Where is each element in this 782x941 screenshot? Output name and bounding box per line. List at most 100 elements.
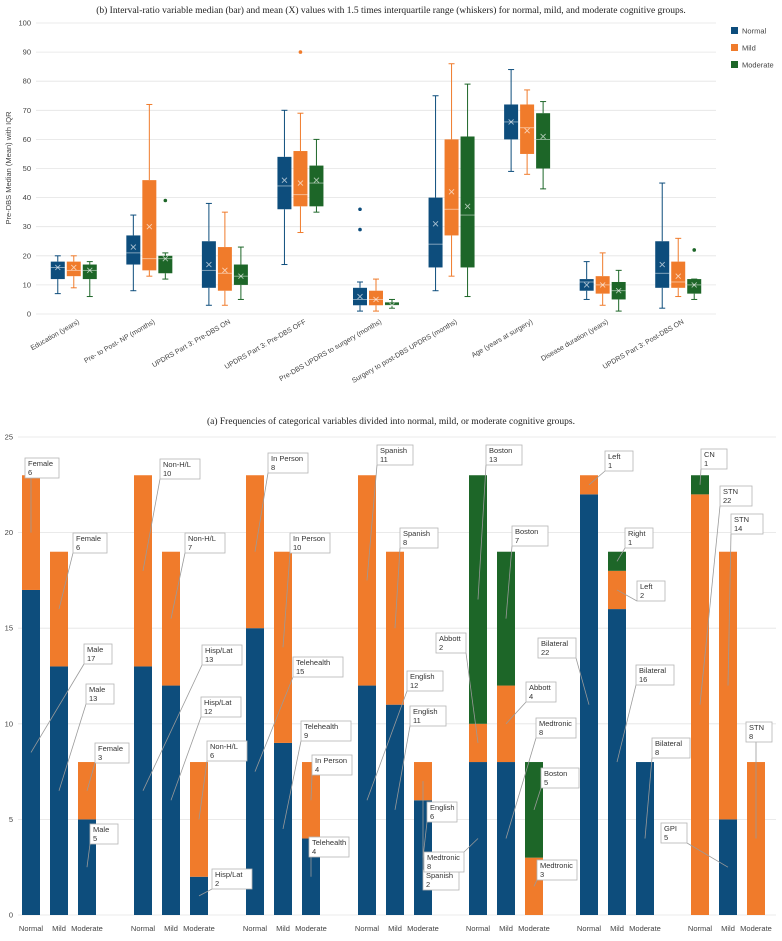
callout-label: English	[413, 707, 438, 716]
callout-value: 1	[704, 459, 708, 468]
box-plot-y-tick-label: 20	[23, 251, 31, 260]
outlier-point	[298, 50, 303, 54]
callout-leader-line	[254, 676, 294, 772]
callout-box	[700, 448, 728, 470]
callout-box	[660, 822, 688, 844]
bar-category-label: Normal	[577, 924, 602, 933]
callout-leader-line	[394, 547, 401, 629]
box-normal	[126, 214, 141, 292]
callout-value: 5	[664, 833, 668, 842]
callout-label: Male	[93, 825, 109, 834]
callout-value: 8	[749, 732, 753, 741]
stacked-bar-chart: (a) Frequencies of categorical variables…	[5, 416, 776, 933]
box-plot-y-tick-label: 0	[27, 310, 31, 319]
callout-value: 10	[163, 469, 171, 478]
mean-marker	[659, 261, 666, 268]
mean-marker	[691, 282, 698, 288]
iqr-box	[50, 261, 65, 280]
callout-box	[200, 696, 242, 718]
iqr-box	[385, 302, 399, 306]
box-plot-y-tick-label: 100	[18, 19, 31, 28]
callout-value: 6	[210, 751, 214, 760]
callout-leader-line	[616, 684, 637, 763]
legend-label-mild: Mild	[742, 44, 756, 53]
callout-box	[604, 450, 634, 472]
box-moderate	[158, 198, 173, 280]
callout-value: 13	[489, 455, 497, 464]
bar-category-label: Moderate	[629, 924, 661, 933]
callout-label: Boston	[544, 769, 567, 778]
callout-label: Boston	[489, 446, 512, 455]
bar-chart-y-tick-label: 15	[5, 624, 13, 633]
iqr-box	[142, 180, 157, 271]
callout-leader-line	[644, 757, 653, 839]
callout-box	[399, 527, 439, 549]
callout-value: 8	[655, 748, 659, 757]
bar-segment-in-person	[302, 762, 320, 839]
callout-leader-line	[699, 505, 721, 705]
iqr-box	[428, 197, 443, 268]
callout-leader-line	[505, 701, 527, 725]
callout-leader-line	[170, 552, 186, 619]
callout-leader-line	[366, 690, 408, 801]
bar-segment-hisp-lat	[162, 685, 180, 915]
callout-value: 2	[439, 643, 443, 652]
mean-marker	[146, 223, 153, 230]
callout-leader-line	[30, 663, 85, 753]
mean-marker	[130, 244, 137, 250]
box-moderate	[309, 138, 324, 213]
callout-label: Telehealth	[296, 658, 330, 667]
bar-category-label: Mild	[610, 924, 624, 933]
callout-label: Abbott	[529, 683, 552, 692]
box-plot-y-tick-label: 90	[23, 48, 31, 57]
callout-label: STN	[723, 487, 738, 496]
callout-box	[201, 644, 243, 666]
mean-marker	[357, 293, 363, 300]
callout-label: Male	[87, 645, 103, 654]
callout-label: Spanish	[380, 446, 407, 455]
callout-value: 6	[430, 812, 434, 821]
bar-category-label: Normal	[131, 924, 156, 933]
callout-label: English	[430, 803, 455, 812]
callout-leader-line	[727, 533, 732, 686]
callout-leader-line	[463, 838, 479, 853]
callout-label: STN	[734, 515, 749, 524]
mean-marker	[615, 287, 622, 294]
callout-value: 4	[529, 692, 533, 701]
mean-marker	[238, 273, 244, 279]
callout-label: Non-H/L	[163, 460, 191, 469]
callout-box	[159, 458, 201, 480]
iqr-box	[536, 113, 551, 169]
box-plot-category-label: UPDRS Part 3: Pre-DBS ON	[151, 319, 232, 370]
outlier-point	[358, 227, 362, 232]
callout-box	[376, 444, 414, 466]
callout-label: Telehealth	[312, 838, 346, 847]
box-plot-category-label: Disease duration (years)	[540, 319, 610, 363]
bar-category-label: Moderate	[407, 924, 439, 933]
callout-leader-line	[616, 589, 638, 602]
legend-label-moderate: Moderate	[742, 61, 774, 70]
box-normal	[353, 207, 367, 312]
callout-box	[409, 705, 447, 727]
box-plot-y-tick-label: 60	[23, 135, 31, 144]
bar-chart-y-tick-label: 20	[5, 528, 13, 537]
bar-segment-boston	[497, 551, 515, 686]
box-moderate	[82, 261, 97, 298]
callout-value: 8	[427, 862, 431, 871]
callout-value: 13	[89, 694, 97, 703]
mean-marker	[675, 273, 682, 279]
callout-leader-line	[588, 470, 606, 486]
callout-box	[536, 859, 578, 881]
iqr-box	[66, 261, 81, 277]
callout-box	[435, 632, 467, 654]
callout-box	[636, 580, 666, 602]
mean-marker	[448, 188, 455, 195]
iqr-box	[82, 264, 97, 280]
